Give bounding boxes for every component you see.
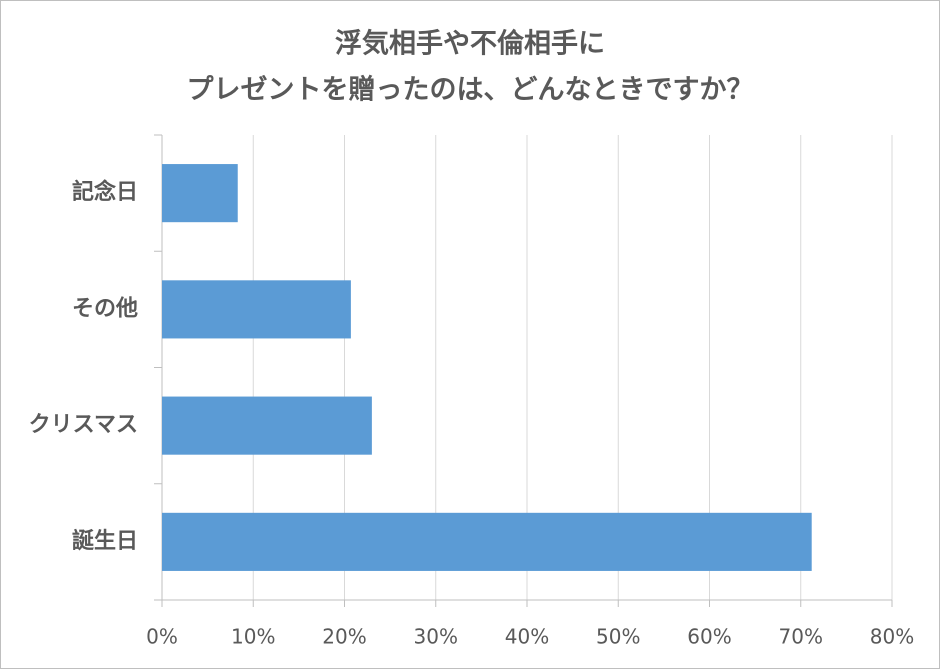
bar (162, 512, 812, 571)
x-tick-label: 10% (231, 625, 275, 649)
x-tick-label: 30% (414, 625, 458, 649)
chart-title: プレゼントを贈ったのは、どんなときですか？ (187, 74, 754, 106)
x-tick-label: 20% (322, 625, 366, 649)
x-tick-label: 40% (505, 625, 549, 649)
x-tick-label: 50% (596, 625, 640, 649)
y-tick-label: クリスマス (29, 413, 138, 438)
bar (162, 396, 372, 455)
y-tick-label: その他 (72, 296, 138, 321)
x-tick-label: 60% (687, 625, 731, 649)
x-tick-label: 0% (146, 625, 178, 649)
y-tick-label: 誕生日 (72, 528, 138, 554)
chart-title: 浮気相手や不倫相手に (335, 28, 605, 60)
x-tick-label: 70% (779, 625, 823, 649)
bar (162, 164, 238, 223)
y-tick-label: 記念日 (72, 179, 138, 205)
bar (162, 280, 351, 339)
x-tick-label: 80% (870, 625, 914, 649)
